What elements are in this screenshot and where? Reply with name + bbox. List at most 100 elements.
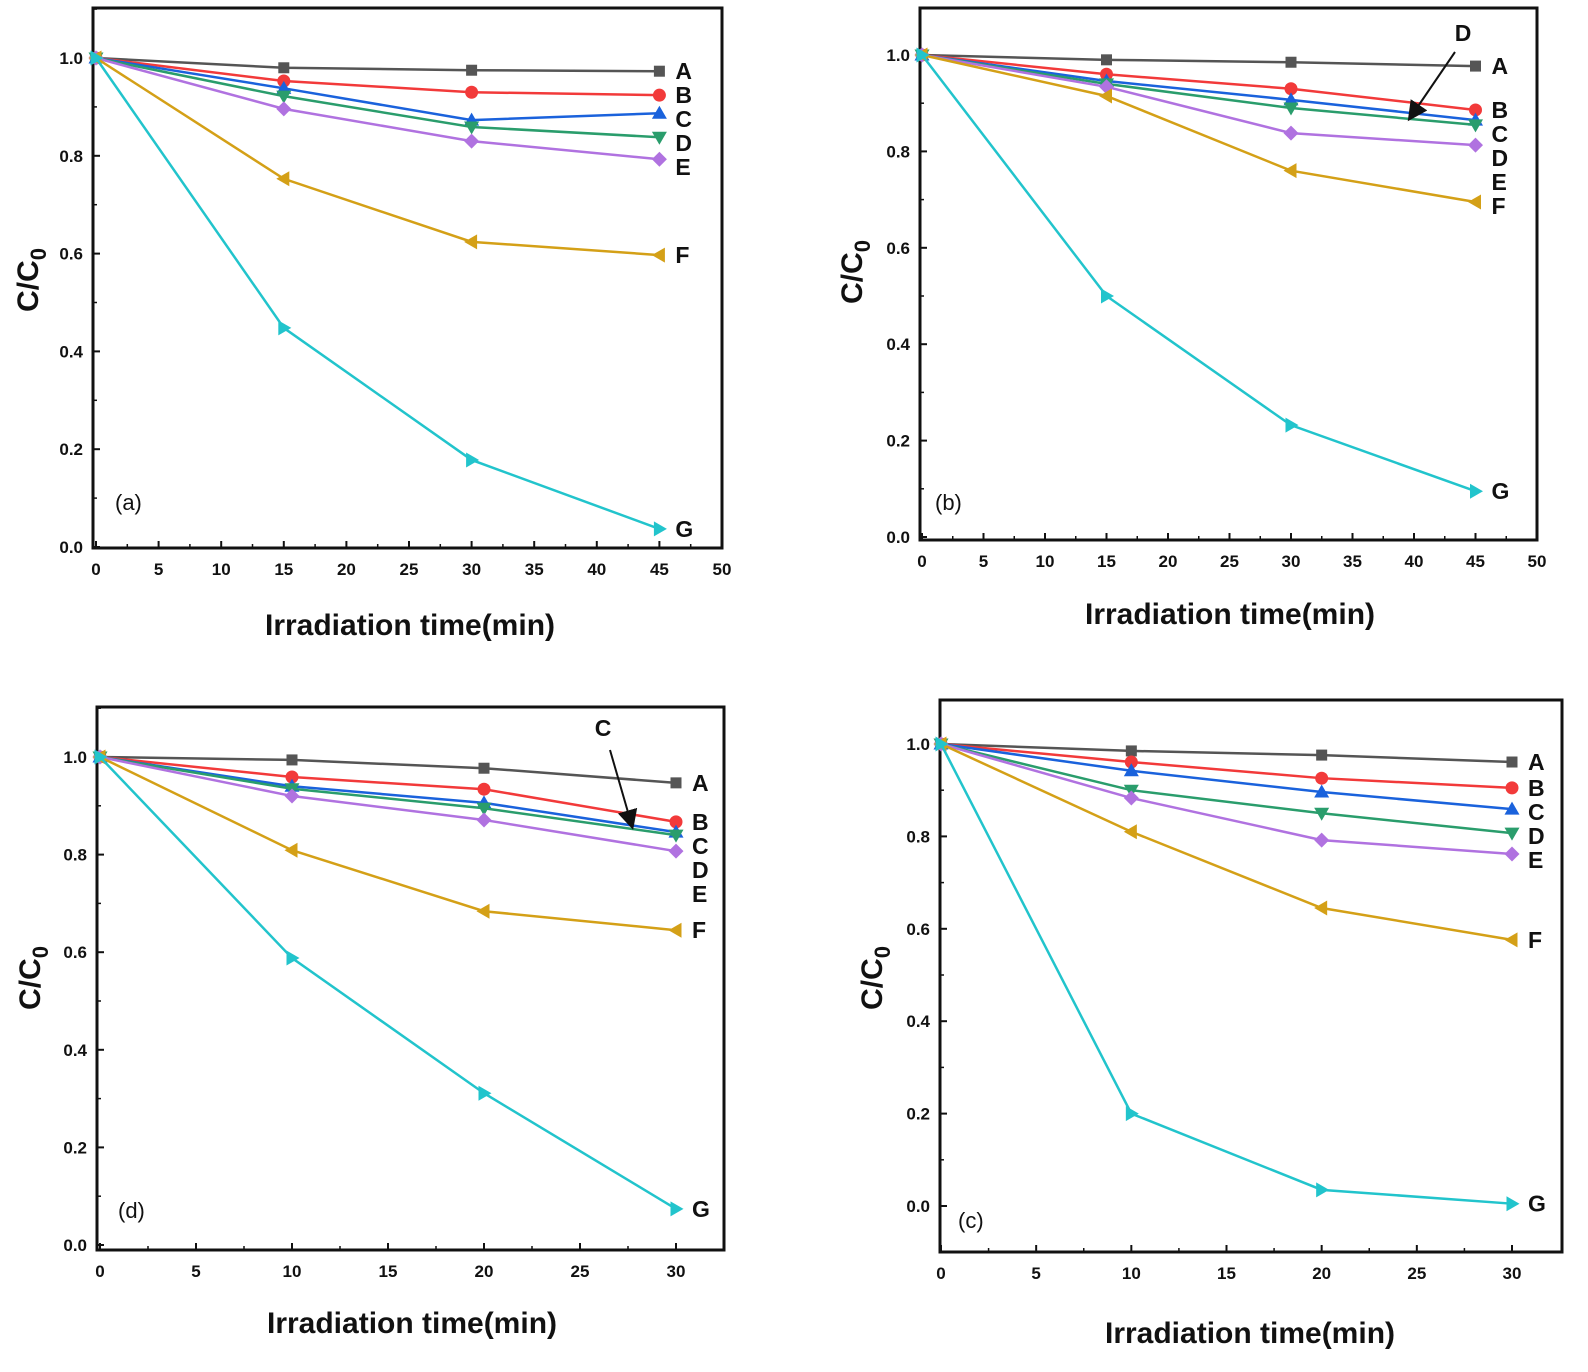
series-B: B (934, 737, 1545, 801)
data-point-D (651, 131, 667, 145)
data-point-F (284, 842, 298, 858)
series-end-label-F: F (1528, 927, 1542, 953)
panel-label: (c) (958, 1208, 984, 1233)
y-tick-label: 0.0 (886, 528, 910, 547)
data-point-B (1505, 781, 1519, 795)
y-axis-label: C/C0 (12, 248, 51, 312)
data-point-G (935, 736, 949, 752)
x-axis-label: Irradiation time(min) (1105, 1317, 1395, 1350)
data-point-F (1283, 163, 1297, 179)
data-point-G (1506, 1196, 1520, 1212)
series-F: F (914, 47, 1506, 219)
data-point-C (1314, 784, 1330, 798)
series-end-label-G: G (675, 516, 693, 542)
y-tick-label: 1.0 (886, 46, 910, 65)
data-point-C (651, 105, 667, 119)
annotation-arrow (609, 749, 638, 830)
data-point-A (1125, 745, 1137, 757)
y-tick-label: 0.6 (886, 239, 910, 258)
panel-b: 0 5 10 15 20 25 30 35 40 45 50 0.0 0.2 0.4 0.6 0.8 1.0 Ir… (836, 6, 1547, 631)
series-line-D (95, 56, 660, 139)
series-line-G (939, 743, 1513, 1205)
x-tick-label: 35 (525, 560, 544, 579)
data-point-A (1316, 749, 1328, 761)
data-point-F (1099, 88, 1112, 104)
y-tick-label: 0.0 (59, 538, 83, 557)
x-axis-label: Irradiation time(min) (265, 609, 555, 642)
series-end-label-G: G (1492, 478, 1510, 504)
series-G: G (935, 736, 1546, 1217)
data-point-D (1283, 102, 1299, 116)
series-line-B (99, 755, 677, 824)
data-point-A (1506, 756, 1518, 768)
data-point-D (1504, 827, 1520, 841)
y-tick-label: 0.4 (886, 335, 910, 354)
series-line-A (940, 742, 1513, 764)
y-axis-label-subscript: 0 (28, 946, 53, 958)
x-tick-label: 10 (212, 560, 231, 579)
data-point-B (1315, 771, 1329, 785)
x-tick-label: 5 (154, 560, 163, 579)
data-point-F (1468, 194, 1481, 210)
y-tick-label: 1.0 (63, 748, 87, 767)
series-line-B (940, 742, 1513, 790)
x-tick-label: 40 (587, 560, 606, 579)
data-point-A (478, 762, 490, 774)
series-end-label-A: A (1492, 53, 1509, 79)
series-end-label-B: B (692, 809, 709, 835)
data-point-F (276, 171, 290, 187)
series-line-A (921, 53, 1476, 68)
series-end-label-C: C (692, 833, 709, 859)
data-point-G (1470, 483, 1483, 499)
series-end-label-C: C (675, 106, 692, 132)
series-line-E (99, 755, 677, 853)
data-point-A (1470, 60, 1481, 72)
data-point-A (670, 777, 682, 789)
series-end-label-B: B (1528, 775, 1545, 801)
data-point-F (1123, 824, 1137, 840)
data-point-D (1314, 807, 1330, 821)
series-C: C (933, 736, 1545, 825)
y-axis-label-subscript: 0 (870, 946, 895, 958)
data-point-E (651, 151, 667, 167)
data-point-G (94, 749, 108, 765)
series-end-label-D: D (1492, 145, 1509, 171)
series-line-D (940, 742, 1513, 835)
data-point-C (1123, 763, 1139, 777)
y-tick-label: 0.6 (906, 920, 930, 939)
series-end-label-D: D (675, 130, 692, 156)
x-tick-label: 10 (1036, 552, 1055, 571)
panel-c: 0 5 10 15 20 25 30 0.0 0.2 0.4 0.6 0.8 1.0 Irradiatio… (856, 698, 1564, 1350)
y-tick-label: 0.6 (63, 943, 87, 962)
plot-frame (918, 6, 1539, 542)
series-end-label-G: G (692, 1196, 710, 1222)
x-tick-label: 30 (462, 560, 481, 579)
series-line-G (94, 57, 660, 531)
y-tick-label: 0.8 (906, 827, 930, 846)
data-point-A (1101, 54, 1112, 66)
data-point-G (286, 950, 300, 966)
x-tick-label: 15 (274, 560, 293, 579)
y-tick-label: 0.0 (906, 1197, 930, 1216)
data-point-G (1125, 1106, 1139, 1122)
series-end-label-B: B (1492, 97, 1509, 123)
data-point-G (278, 320, 292, 336)
data-point-D (668, 829, 684, 843)
x-tick-label: 50 (1528, 552, 1547, 571)
panel-label: (d) (118, 1198, 145, 1223)
data-point-A (278, 62, 290, 74)
data-point-A (286, 754, 298, 766)
series-end-label-F: F (675, 242, 689, 268)
data-point-G (1101, 288, 1114, 304)
x-tick-label: 35 (1343, 552, 1362, 571)
panel-a: 0 5 10 15 20 25 30 35 40 45 50 0.0 0.2 0.4 0.6 0.8 1.0 Ir… (12, 6, 731, 642)
series-B: B (915, 48, 1509, 123)
data-point-E (284, 788, 300, 804)
plot-frame (95, 705, 726, 1252)
y-tick-label: 0.2 (63, 1138, 87, 1157)
series-E: E (914, 47, 1507, 195)
series-line-F (940, 742, 1513, 942)
series-end-label-G: G (1528, 1191, 1546, 1217)
panel-label: (b) (935, 490, 962, 515)
